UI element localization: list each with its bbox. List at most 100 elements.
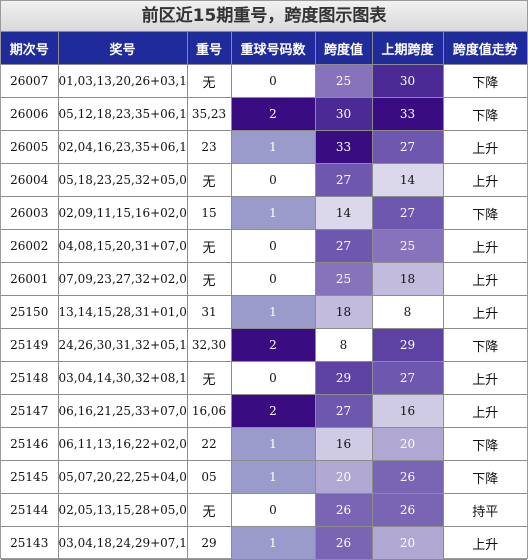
period-cell: 25146 (1, 427, 59, 461)
period-cell: 25145 (1, 460, 59, 494)
header-period: 期次号 (1, 32, 59, 65)
table-row: 26005 02,04,16,23,35+06,11 23 1 33 27 上升 (1, 130, 527, 164)
span-cell: 20 (314, 460, 373, 494)
header-span: 跨度值 (314, 32, 373, 65)
span-cell: 29 (314, 361, 373, 395)
span-cell: 25 (314, 64, 373, 98)
header-prev-span: 上期跨度 (371, 32, 444, 65)
numbers-cell: 03,04,14,30,32+08,12 (57, 361, 188, 395)
repeat-count-cell: 1 (230, 460, 316, 494)
repeat-count-cell: 1 (230, 196, 316, 230)
header-row: 期次号 奖号 重号 重球号码数 跨度值 上期跨度 跨度值走势 (1, 32, 527, 65)
repeat-count-cell: 2 (230, 97, 316, 131)
numbers-cell: 01,03,13,20,26+03,10 (57, 64, 188, 98)
trend-cell: 上升 (442, 361, 527, 395)
prev-span-cell: 33 (371, 97, 444, 131)
span-cell: 27 (314, 229, 373, 263)
span-cell: 14 (314, 196, 373, 230)
span-cell: 27 (314, 163, 373, 197)
trend-cell: 下降 (442, 196, 527, 230)
prev-span-cell: 25 (371, 229, 444, 263)
period-cell: 26006 (1, 97, 59, 131)
span-cell: 18 (314, 295, 373, 329)
chart-title: 前区近15期重号，跨度图示图表 (1, 1, 527, 32)
prev-span-cell: 16 (371, 394, 444, 428)
repeat-count-cell: 0 (230, 262, 316, 296)
span-cell: 27 (314, 394, 373, 428)
trend-cell: 上升 (442, 295, 527, 329)
prev-span-cell: 20 (371, 526, 444, 560)
numbers-cell: 06,16,21,25,33+07,08 (57, 394, 188, 428)
period-cell: 25143 (1, 526, 59, 560)
trend-cell: 上升 (442, 163, 527, 197)
repeat-cell: 无 (186, 361, 232, 395)
repeat-count-cell: 0 (230, 493, 316, 527)
numbers-cell: 02,09,11,15,16+02,04 (57, 196, 188, 230)
repeat-count-cell: 1 (230, 130, 316, 164)
prev-span-cell: 27 (371, 196, 444, 230)
period-cell: 25147 (1, 394, 59, 428)
trend-cell: 下降 (442, 460, 527, 494)
repeat-cell: 无 (186, 229, 232, 263)
trend-cell: 上升 (442, 262, 527, 296)
numbers-cell: 05,07,20,22,25+04,05 (57, 460, 188, 494)
numbers-cell: 13,14,15,28,31+01,05 (57, 295, 188, 329)
numbers-cell: 02,05,13,15,28+05,08 (57, 493, 188, 527)
span-cell: 16 (314, 427, 373, 461)
numbers-cell: 03,04,18,24,29+07,12 (57, 526, 188, 560)
prev-span-cell: 27 (371, 130, 444, 164)
repeat-cell: 22 (186, 427, 232, 461)
span-cell: 8 (314, 328, 373, 362)
numbers-cell: 05,12,18,23,35+06,12 (57, 97, 188, 131)
prev-span-cell: 14 (371, 163, 444, 197)
repeat-cell: 31 (186, 295, 232, 329)
trend-cell: 下降 (442, 64, 527, 98)
header-trend: 跨度值走势 (442, 32, 527, 65)
table-row: 25145 05,07,20,22,25+04,05 05 1 20 26 下降 (1, 460, 527, 494)
prev-span-cell: 8 (371, 295, 444, 329)
table-row: 26007 01,03,13,20,26+03,10 无 0 25 30 下降 (1, 64, 527, 98)
header-numbers: 奖号 (57, 32, 188, 65)
period-cell: 25150 (1, 295, 59, 329)
repeat-cell: 无 (186, 64, 232, 98)
repeat-count-cell: 0 (230, 361, 316, 395)
repeat-cell: 无 (186, 493, 232, 527)
table-row: 26001 07,09,23,27,32+02,08 无 0 25 18 上升 (1, 262, 527, 296)
repeat-cell: 无 (186, 262, 232, 296)
table-row: 25149 24,26,30,31,32+05,12 32,30 2 8 29 下降 (1, 328, 527, 362)
span-cell: 26 (314, 526, 373, 560)
period-cell: 26002 (1, 229, 59, 263)
repeat-cell: 16,06 (186, 394, 232, 428)
prev-span-cell: 20 (371, 427, 444, 461)
numbers-cell: 05,18,23,25,32+05,09 (57, 163, 188, 197)
prev-span-cell: 18 (371, 262, 444, 296)
prev-span-cell: 30 (371, 64, 444, 98)
repeat-cell: 05 (186, 460, 232, 494)
repeat-count-cell: 2 (230, 328, 316, 362)
repeat-count-cell: 1 (230, 295, 316, 329)
numbers-cell: 06,11,13,16,22+02,03 (57, 427, 188, 461)
prev-span-cell: 27 (371, 361, 444, 395)
table-row: 26002 04,08,15,20,31+07,08 无 0 27 25 上升 (1, 229, 527, 263)
repeat-count-cell: 0 (230, 229, 316, 263)
repeat-count-cell: 1 (230, 427, 316, 461)
prev-span-cell: 29 (371, 328, 444, 362)
period-cell: 26003 (1, 196, 59, 230)
repeat-cell: 32,30 (186, 328, 232, 362)
table-row: 25147 06,16,21,25,33+07,08 16,06 2 27 16 上升 (1, 394, 527, 428)
trend-cell: 下降 (442, 328, 527, 362)
header-repeat-count: 重球号码数 (230, 32, 316, 65)
trend-cell: 上升 (442, 130, 527, 164)
repeat-count-cell: 2 (230, 394, 316, 428)
table-row: 25148 03,04,14,30,32+08,12 无 0 29 27 上升 (1, 361, 527, 395)
repeat-cell: 15 (186, 196, 232, 230)
table-row: 25146 06,11,13,16,22+02,03 22 1 16 20 下降 (1, 427, 527, 461)
table-row: 26006 05,12,18,23,35+06,12 35,23 2 30 33 下降 (1, 97, 527, 131)
period-cell: 26004 (1, 163, 59, 197)
prev-span-cell: 26 (371, 493, 444, 527)
header-repeat: 重号 (186, 32, 232, 65)
period-cell: 25149 (1, 328, 59, 362)
trend-cell: 下降 (442, 427, 527, 461)
period-cell: 25144 (1, 493, 59, 527)
